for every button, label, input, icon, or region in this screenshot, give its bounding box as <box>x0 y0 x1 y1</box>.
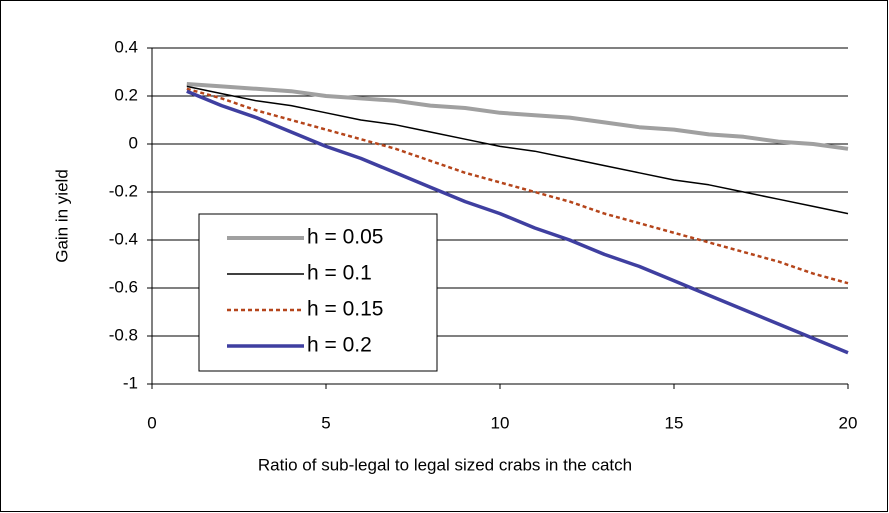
x-tick-label: 0 <box>147 413 156 432</box>
legend-label: h = 0.15 <box>307 298 383 321</box>
y-tick-label: -0.4 <box>109 229 138 248</box>
y-tick-label: -0.6 <box>109 277 138 296</box>
y-tick-label: -1 <box>123 373 138 392</box>
x-axis-title: Ratio of sub-legal to legal sized crabs … <box>258 455 632 474</box>
y-tick-label: -0.8 <box>109 325 138 344</box>
legend-label: h = 0.2 <box>307 334 372 357</box>
y-tick-label: 0 <box>129 133 138 152</box>
series-line <box>186 89 849 355</box>
series-line <box>186 87 849 285</box>
series-line <box>186 82 849 151</box>
x-tick-label: 10 <box>491 413 510 432</box>
y-tick-label: -0.2 <box>109 181 138 200</box>
y-axis-title: Gain in yield <box>52 169 71 263</box>
y-tick-label: 0.2 <box>114 85 138 104</box>
x-tick-label: 5 <box>321 413 330 432</box>
y-tick-label: 0.4 <box>114 37 138 56</box>
legend-label: h = 0.05 <box>307 226 383 249</box>
legend-label: h = 0.1 <box>307 262 372 285</box>
x-tick-label: 20 <box>839 413 858 432</box>
series-line <box>186 85 849 215</box>
x-tick-label: 15 <box>665 413 684 432</box>
